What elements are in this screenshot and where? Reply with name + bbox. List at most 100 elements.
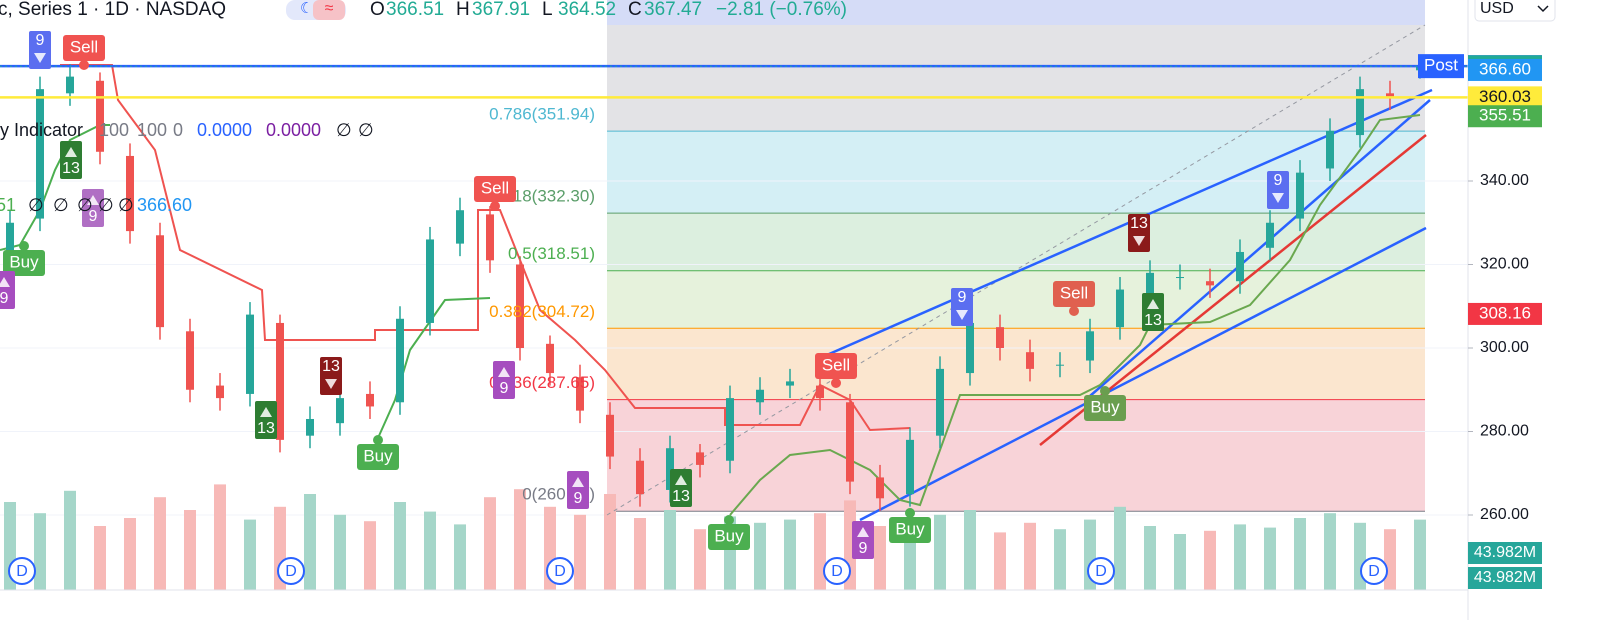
y-tick-label: 320.00	[1480, 256, 1529, 273]
event-label[interactable]: D	[1368, 563, 1380, 580]
fib-zone	[607, 399, 1425, 512]
count-marker	[1128, 214, 1150, 252]
count-arrow	[1147, 299, 1159, 309]
event-marker[interactable]	[546, 557, 574, 585]
channel-line	[1089, 99, 1431, 397]
volume-bar	[304, 494, 316, 590]
candle-body	[756, 389, 764, 403]
candle-body	[666, 448, 674, 490]
signal-label: Buy	[363, 446, 393, 465]
count-marker	[1142, 293, 1164, 331]
signal-dot	[905, 508, 915, 518]
volume-bar	[664, 510, 676, 590]
volume-bar	[1324, 513, 1336, 590]
candle-body	[1026, 352, 1034, 369]
volume-bar	[904, 527, 916, 590]
candle-body	[1296, 172, 1304, 219]
mode-icon[interactable]: ☾	[300, 0, 313, 17]
count-label: 9	[36, 32, 45, 49]
volume-bar	[994, 532, 1006, 590]
candle-body	[216, 385, 224, 399]
count-label: 9	[958, 289, 967, 306]
volume-bar	[514, 489, 526, 590]
candle-body	[96, 80, 104, 152]
candle-body	[966, 322, 974, 374]
volume-label: 43.982M	[1474, 544, 1536, 561]
signal-label: Sell	[822, 355, 850, 374]
candle-body	[186, 331, 194, 390]
volume-bar	[1204, 530, 1216, 590]
candles-group	[6, 64, 1424, 511]
event-label[interactable]: D	[285, 563, 297, 580]
event-marker[interactable]	[277, 557, 305, 585]
currency-select[interactable]	[1474, 0, 1556, 22]
volume-bar	[604, 494, 616, 590]
candle-body	[1206, 281, 1214, 286]
count-arrow	[675, 475, 687, 485]
event-marker[interactable]	[1360, 557, 1388, 585]
signal-dot	[1069, 306, 1079, 316]
signal-box	[815, 353, 857, 379]
event-label[interactable]: D	[554, 563, 566, 580]
event-label[interactable]: D	[831, 563, 843, 580]
volume-group	[4, 484, 1426, 590]
fib-level-label: 0.236(287.65)	[489, 373, 595, 392]
signal-dot	[490, 201, 500, 211]
post-tag: Post	[1424, 56, 1458, 75]
fib-zone	[607, 25, 1425, 132]
candle-body	[696, 452, 704, 465]
y-tick-label: 340.00	[1480, 172, 1529, 189]
event-label[interactable]: D	[1095, 563, 1107, 580]
ohlc-key: H	[456, 0, 470, 20]
volume-bar	[484, 497, 496, 590]
supertrend-down	[60, 64, 911, 432]
count-arrow	[260, 407, 272, 417]
indicator-legend: y Indicator 100 100 0 0.0000 0.0000 ∅ ∅51 ∅ ∅ ∅ ∅ ∅ 3…	[0, 120, 374, 215]
ohlc-value: 364.52	[558, 0, 616, 20]
count-arrow	[1133, 236, 1145, 246]
price-label-box	[1468, 86, 1542, 109]
count-arrow	[498, 367, 510, 377]
currency-text[interactable]: USD	[1480, 0, 1514, 17]
price-label: 360.03	[1479, 87, 1531, 106]
candle-body	[906, 439, 914, 495]
candle-body	[1176, 277, 1184, 279]
fib-zone	[607, 270, 1425, 329]
candle-body	[36, 89, 44, 219]
count-arrow	[65, 147, 77, 157]
event-label[interactable]: D	[16, 563, 28, 580]
candle-body	[576, 377, 584, 411]
event-marker[interactable]	[823, 557, 851, 585]
count-label: 13	[672, 488, 690, 505]
count-arrow	[956, 310, 968, 320]
signal-dot	[19, 241, 29, 251]
signal-dot	[1100, 386, 1110, 396]
ohlc-key: L	[542, 0, 553, 20]
compare-icon[interactable]: ≈	[325, 0, 334, 17]
compare-button[interactable]	[313, 0, 345, 20]
indicator-value: ∅	[118, 195, 134, 215]
event-marker[interactable]	[8, 557, 36, 585]
indicator-value: 0.0000	[266, 120, 321, 140]
count-arrow	[87, 195, 99, 205]
channel-line	[859, 226, 1427, 522]
event-marker[interactable]	[1087, 557, 1115, 585]
candle-body	[1356, 89, 1364, 136]
candle-body	[546, 343, 554, 374]
supertrend-up	[729, 114, 1421, 516]
symbol-title: c, Series 1 · 1D · NASDAQ	[0, 0, 226, 20]
header: c, Series 1 · 1D · NASDAQ ☾ ≈ USD O 366.5…	[0, 0, 1556, 22]
count-label: 13	[1144, 312, 1162, 329]
count-arrow	[34, 53, 46, 63]
volume-bar	[1024, 522, 1036, 590]
y-tick-label: 260.00	[1480, 506, 1529, 523]
signal-label: Sell	[1060, 283, 1088, 302]
candle-body	[336, 398, 344, 424]
fib-zone	[607, 213, 1425, 271]
price-label-box	[1468, 302, 1542, 325]
count-marker	[255, 401, 277, 439]
price-label-box	[1468, 105, 1542, 128]
ohlc-value: 367.47	[644, 0, 702, 20]
signal-label: Sell	[481, 178, 509, 197]
